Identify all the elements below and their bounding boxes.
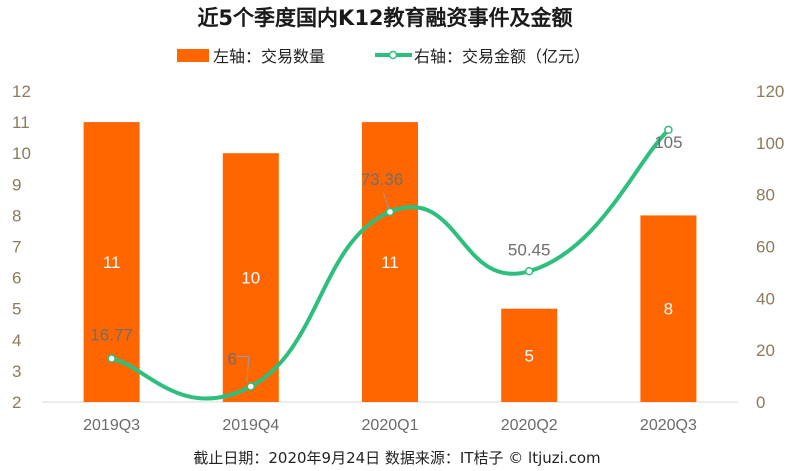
y-right-tick-label: 0 <box>756 393 765 412</box>
line-point <box>664 125 673 135</box>
x-tick-label: 2019Q3 <box>83 417 140 434</box>
line-point <box>385 207 395 217</box>
legend-bar-swatch <box>177 49 209 62</box>
x-axis: 2019Q3 2019Q4 2020Q1 2020Q2 2020Q3 <box>83 417 697 434</box>
bar <box>640 215 697 402</box>
bar-data-label: 5 <box>524 346 533 365</box>
y-right-tick-label: 20 <box>756 341 775 360</box>
y-left-tick-label: 11 <box>12 113 30 132</box>
y-right-tick-label: 80 <box>756 186 775 205</box>
legend-line-marker <box>388 50 398 60</box>
line-point <box>107 354 116 363</box>
line-data-label: 73.36 <box>361 170 404 189</box>
leader-line <box>382 191 390 210</box>
chart-title: 近5个季度国内K12教育融资事件及金额 <box>197 6 572 30</box>
footer-note: 截止日期：2020年9月24日 数据来源：IT桔子 © ltjuzi.com <box>193 449 600 467</box>
y-left-tick-label: 7 <box>12 238 21 257</box>
y-right-tick-label: 60 <box>756 238 775 257</box>
x-tick-label: 2020Q2 <box>501 417 558 434</box>
line-data-label: 50.45 <box>508 240 551 259</box>
leader-line <box>236 355 250 383</box>
y-left-tick-label: 12 <box>12 82 31 101</box>
line-point <box>246 382 256 391</box>
y-left-tick-label: 9 <box>12 175 21 194</box>
bar-data-label: 11 <box>103 253 121 272</box>
legend: 左轴：交易数量 右轴：交易金额（亿元） <box>177 47 590 66</box>
line-point <box>524 267 534 276</box>
y-axis-right: 0 20 40 60 80 100 120 <box>756 82 784 412</box>
y-left-tick-label: 5 <box>12 300 21 319</box>
bar <box>222 153 279 402</box>
legend-bar-label: 左轴：交易数量 <box>213 47 325 66</box>
y-right-tick-label: 40 <box>756 289 775 308</box>
y-right-tick-label: 120 <box>756 82 784 101</box>
y-axis-left: 2 3 4 5 6 7 8 9 10 11 12 <box>12 82 31 412</box>
bar-data-label: 11 <box>381 253 399 272</box>
bar <box>501 308 558 402</box>
bar-series: 11 10 11 5 8 <box>83 122 697 402</box>
y-left-tick-label: 3 <box>12 362 21 381</box>
y-left-tick-label: 6 <box>12 269 21 288</box>
x-tick-label: 2019Q4 <box>222 417 279 434</box>
x-tick-label: 2020Q1 <box>362 417 419 434</box>
bar-data-label: 10 <box>241 269 260 288</box>
line-data-label: 6 <box>227 349 236 368</box>
y-left-tick-label: 4 <box>12 331 21 350</box>
line-data-label: 105 <box>654 133 682 152</box>
y-right-tick-label: 100 <box>756 134 784 153</box>
bar-data-label: 8 <box>664 300 673 319</box>
y-left-tick-label: 2 <box>12 393 21 412</box>
y-left-tick-label: 10 <box>12 144 31 163</box>
bar <box>362 122 418 402</box>
legend-line-label: 右轴：交易金额（亿元） <box>414 47 590 66</box>
x-tick-label: 2020Q3 <box>640 417 697 434</box>
line-data-label: 16.77 <box>90 326 133 345</box>
y-left-tick-label: 8 <box>12 206 21 225</box>
